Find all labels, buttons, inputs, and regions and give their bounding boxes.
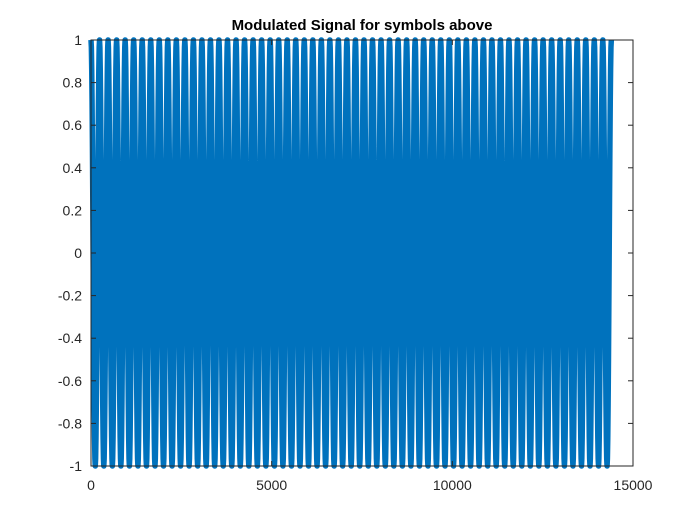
y-tick-label: 0.2: [63, 202, 83, 218]
axis-ticks: [90, 39, 634, 467]
y-tick-label: 0.6: [63, 117, 83, 133]
y-axis-tick-labels: 1 0.8 0.6 0.4 0.2 0 -0.2 -0.4 -0.6 -0.8 -1: [58, 32, 82, 474]
y-tick-label: 0.8: [63, 75, 83, 91]
x-tick-label: 5000: [256, 477, 287, 493]
x-tick-label: 10000: [433, 477, 472, 493]
y-tick-label: -0.4: [58, 330, 82, 346]
x-tick-label: 0: [87, 477, 95, 493]
chart-title: Modulated Signal for symbols above: [232, 17, 493, 34]
y-tick-label: -0.2: [58, 288, 82, 304]
y-tick-label: -0.6: [58, 373, 82, 389]
y-tick-label: -0.8: [58, 415, 82, 431]
y-tick-label: 0: [74, 245, 82, 261]
x-axis-tick-labels: 0 5000 10000 15000: [87, 477, 653, 493]
plot-area: [88, 37, 634, 469]
y-tick-label: 0.4: [63, 160, 83, 176]
x-tick-label: 15000: [614, 477, 653, 493]
y-tick-label: -1: [70, 458, 83, 474]
y-tick-label: 1: [74, 32, 82, 48]
